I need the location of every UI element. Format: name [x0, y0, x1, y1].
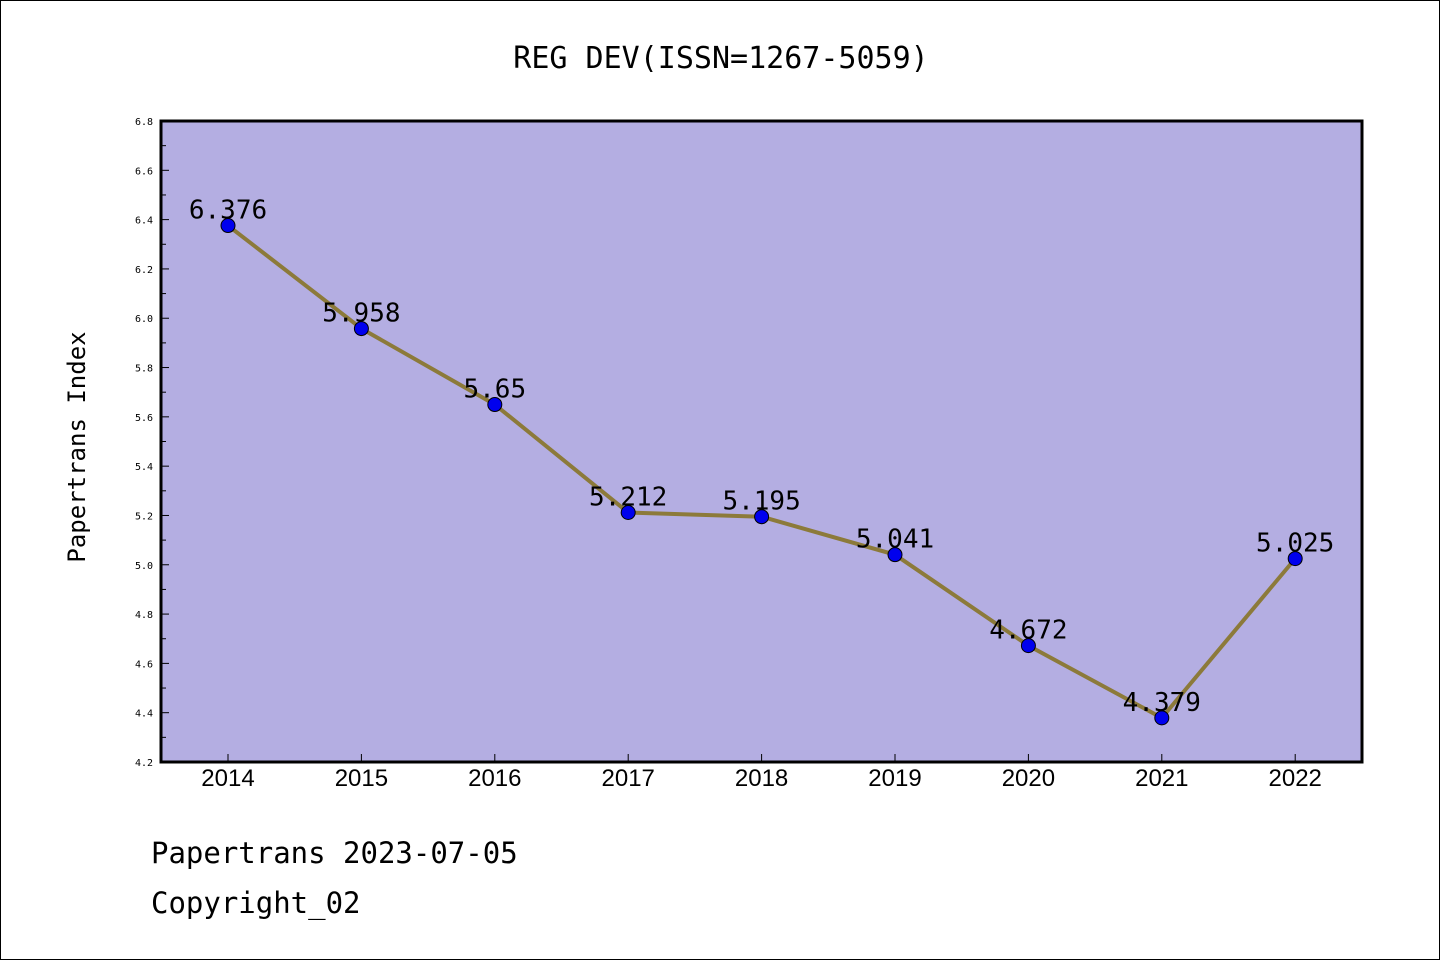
x-tick-label: 2021 [1135, 765, 1188, 792]
chart-title: REG DEV(ISSN=1267-5059) [513, 41, 928, 76]
y-tick-label: 6.0 [135, 314, 153, 325]
y-tick-label: 5.2 [135, 511, 153, 522]
data-point-label: 4.379 [1123, 688, 1201, 718]
data-point-label: 5.65 [463, 375, 526, 405]
data-point-marker [1154, 710, 1170, 726]
x-tick-label: 2019 [868, 765, 921, 792]
data-point-label: 5.025 [1256, 529, 1334, 559]
data-point-label: 5.041 [856, 525, 934, 555]
x-tick-label: 2018 [735, 765, 788, 792]
data-point-marker [620, 505, 636, 521]
x-tick-label: 2022 [1269, 765, 1322, 792]
data-point-marker [887, 547, 903, 563]
data-point-marker [1020, 638, 1036, 654]
x-tick-label: 2017 [602, 765, 655, 792]
data-point-label: 5.958 [322, 299, 400, 329]
plot-border [159, 119, 1364, 764]
y-tick-label: 5.8 [135, 364, 153, 375]
data-point-label: 4.672 [989, 616, 1067, 646]
series-markers [220, 218, 1303, 726]
data-point-marker [353, 321, 369, 337]
copyright-text: Copyright_02 [151, 886, 361, 920]
plot-area [161, 121, 1362, 762]
data-point-marker [220, 218, 236, 234]
x-tick-label: 2015 [335, 765, 388, 792]
data-point-marker [754, 509, 770, 525]
y-tick-label: 5.0 [135, 561, 153, 572]
y-tick-label: 4.4 [135, 709, 153, 720]
y-tick-label: 4.2 [135, 758, 153, 769]
data-point-label: 5.195 [722, 487, 800, 517]
y-tick-label: 6.8 [135, 117, 153, 128]
y-tick-label: 6.6 [135, 166, 153, 177]
y-axis-label: Papertrans Index [63, 331, 91, 562]
y-tick-label: 4.8 [135, 610, 153, 621]
data-point-marker [1287, 551, 1303, 567]
x-axis: 2014 2015 2016 2017 2018 2019 2020 2021 2022 [201, 754, 1322, 792]
x-tick-label: 2020 [1002, 765, 1055, 792]
y-tick-label: 6.2 [135, 265, 153, 276]
y-axis: 4.2 4.4 4.6 4.8 5.0 5.2 5.4 5.6 5.8 6.0 6.2 6.4 6.6 6… [135, 117, 169, 769]
y-tick-label: 5.6 [135, 413, 153, 424]
data-point-label: 6.376 [189, 196, 267, 226]
x-tick-label: 2014 [201, 765, 254, 792]
source-date-text: Papertrans 2023-07-05 [151, 836, 518, 870]
data-point-marker [487, 397, 503, 413]
y-tick-label: 4.6 [135, 659, 153, 670]
data-point-label: 5.212 [589, 483, 667, 513]
x-tick-label: 2016 [468, 765, 521, 792]
data-labels: 6.376 5.958 5.65 5.212 5.195 5.041 4.672 4.379 5… [189, 196, 1334, 718]
y-tick-label: 6.4 [135, 216, 153, 227]
y-tick-label: 5.4 [135, 462, 153, 473]
